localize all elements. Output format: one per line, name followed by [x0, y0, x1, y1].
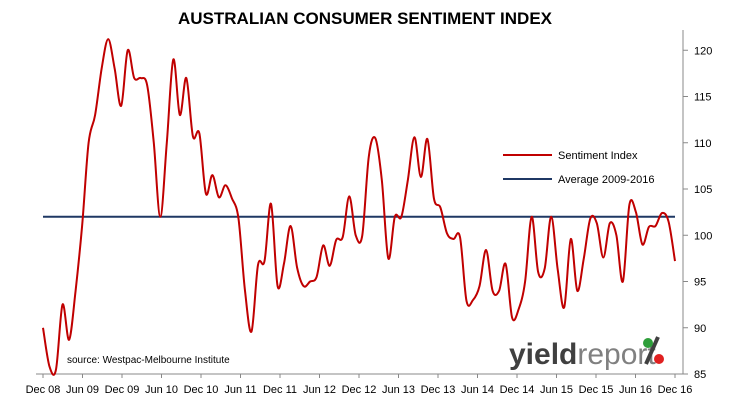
x-tick-label: Dec 12: [342, 384, 377, 396]
x-tick-label: Dec 11: [263, 384, 297, 396]
logo-part-yield: yield: [509, 338, 577, 371]
x-ticks: Dec 08 Jun 09 Dec 09 Jun 10 Dec 10 Jun 11 Dec …: [26, 374, 693, 396]
percent-logo-icon: [643, 336, 664, 365]
logo-dot-top: [643, 338, 653, 348]
legend-label-average: Average 2009-2016: [558, 174, 654, 186]
x-tick-label: Dec 10: [184, 384, 219, 396]
x-tick-label: Jun 16: [619, 384, 652, 396]
legend-label-sentiment: Sentiment Index: [558, 150, 638, 162]
series-layer: [42, 38, 676, 376]
y-tick-label: 120: [694, 45, 712, 57]
axes: Dec 08 Jun 09 Dec 09 Jun 10 Dec 10 Jun 11 Dec …: [26, 30, 712, 396]
x-tick-label: Jun 15: [540, 384, 573, 396]
x-tick-label: Dec 16: [658, 384, 693, 396]
chart-title: AUSTRALIAN CONSUMER SENTIMENT INDEX: [178, 9, 553, 28]
logo-text: yieldreport: [509, 338, 656, 371]
y-tick-label: 85: [694, 369, 706, 381]
y-ticks: 85 90 95 100 105 110 115 120: [683, 45, 712, 381]
x-tick-label: Dec 15: [579, 384, 614, 396]
series-line-sentiment: [42, 38, 676, 376]
y-tick-label: 105: [694, 184, 712, 196]
y-tick-label: 90: [694, 323, 706, 335]
source-note: source: Westpac-Melbourne Institute: [67, 355, 230, 366]
x-tick-label: Dec 14: [500, 384, 535, 396]
logo-slash: [644, 336, 660, 365]
x-tick-label: Jun 10: [145, 384, 178, 396]
x-tick-label: Dec 08: [26, 384, 61, 396]
x-tick-label: Jun 14: [461, 384, 494, 396]
x-tick-label: Jun 13: [382, 384, 415, 396]
x-tick-label: Dec 09: [105, 384, 140, 396]
y-tick-label: 95: [694, 277, 706, 289]
legend: Sentiment Index Average 2009-2016: [503, 150, 654, 186]
x-tick-label: Dec 13: [421, 384, 456, 396]
yieldreport-logo: yieldreport: [509, 336, 664, 371]
x-tick-label: Jun 11: [224, 384, 256, 396]
y-tick-label: 110: [694, 138, 712, 150]
logo-dot-bottom: [654, 354, 664, 364]
y-tick-label: 115: [694, 92, 712, 104]
x-tick-label: Jun 12: [303, 384, 336, 396]
x-tick-label: Jun 09: [66, 384, 99, 396]
y-tick-label: 100: [694, 230, 712, 242]
